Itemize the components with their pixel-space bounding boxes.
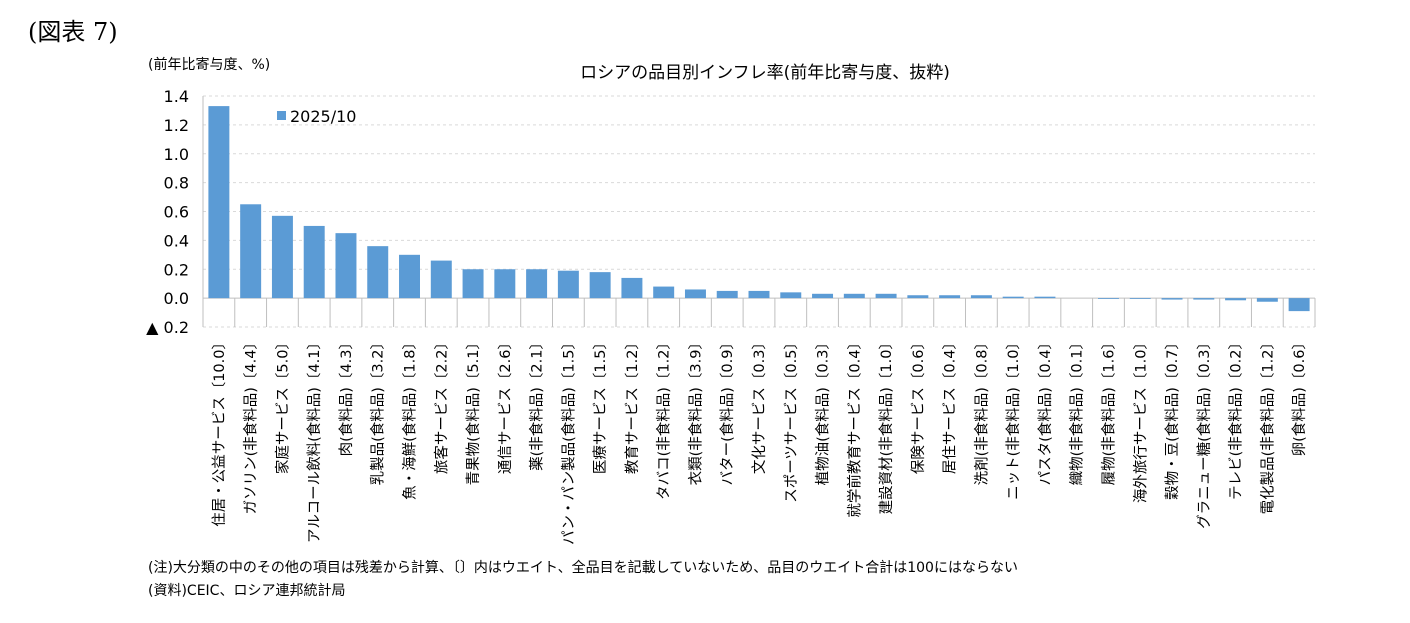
- y-tick-label: 0.0: [164, 289, 189, 308]
- bar: [621, 277, 643, 299]
- y-tick-label: ▲ 0.2: [146, 318, 189, 337]
- x-tick-label: バター(食料品)〔0.9〕: [719, 335, 736, 485]
- bar: [748, 290, 770, 299]
- y-tick-label: 1.0: [164, 145, 189, 164]
- x-tick-label: 薬(非食料品)〔2.1〕: [529, 335, 546, 471]
- bar: [335, 233, 357, 299]
- bar: [1193, 298, 1215, 300]
- x-tick-label: アルコール飲料(食料品)〔4.1〕: [306, 335, 323, 543]
- y-tick-label: 0.6: [164, 203, 189, 222]
- source-note: (資料)CEIC、ロシア連邦統計局: [148, 583, 346, 599]
- bar: [812, 293, 834, 299]
- x-tick-label: 住居・公益サービス〔10.0〕: [211, 335, 228, 527]
- legend-swatch: [277, 111, 286, 120]
- bar: [589, 272, 611, 299]
- legend-label: 2025/10: [290, 107, 356, 126]
- x-tick-label: 電化製品(非食料品)〔1.2〕: [1259, 335, 1276, 514]
- bar: [208, 106, 230, 299]
- x-tick-label: 肉(食料品)〔4.3〕: [338, 335, 355, 456]
- x-tick-label: 青果物(食料品)〔5.1〕: [465, 335, 482, 485]
- x-tick-label: 保険サービス〔0.6〕: [910, 335, 927, 474]
- bar: [526, 269, 548, 299]
- grid-lines: [203, 95, 1315, 328]
- x-tick-label: テレビ(非食料品)〔0.2〕: [1228, 335, 1245, 500]
- footnote: (注)大分類の中のその他の項目は残差から計算、〔〕内はウエイト、全品目を記載して…: [148, 560, 1018, 576]
- bar: [1288, 298, 1310, 312]
- x-tick-label: 植物油(食料品)〔0.3〕: [815, 335, 832, 485]
- x-tick-label: パスタ(食料品)〔0.4〕: [1037, 335, 1054, 485]
- bar: [303, 225, 325, 299]
- bar: [240, 204, 262, 299]
- bar: [494, 269, 516, 299]
- x-tick-label: 通信サービス〔2.6〕: [497, 335, 514, 474]
- x-tick-label: 衣類(非食料品)〔3.9〕: [687, 335, 704, 485]
- bar: [367, 246, 389, 299]
- y-tick-label: 1.2: [164, 116, 189, 135]
- bar: [271, 215, 293, 299]
- y-tick-label: 0.2: [164, 260, 189, 279]
- x-tick-label: 織物(非食料品)〔0.1〕: [1069, 335, 1086, 485]
- bar: [462, 269, 484, 299]
- x-tick-label: 穀物・豆(食料品)〔0.7〕: [1164, 335, 1181, 500]
- x-tick-label: 海外旅行サービス〔1.0〕: [1132, 335, 1149, 503]
- bar: [875, 293, 897, 299]
- bar: [780, 292, 802, 299]
- x-tick-label: グラニュー糖(食料品)〔0.3〕: [1196, 335, 1213, 529]
- x-tick-label: 教育サービス〔1.2〕: [624, 335, 641, 474]
- legend: 2025/10: [277, 107, 356, 126]
- bar: [1002, 296, 1024, 299]
- axes: [202, 96, 1316, 327]
- bar: [1256, 298, 1278, 302]
- bar: [716, 290, 738, 299]
- bar: [970, 295, 992, 299]
- x-tick-label: 家庭サービス〔5.0〕: [274, 335, 291, 474]
- y-tick-labels: ▲ 0.2 0.0 0.2 0.4 0.6 0.8 1.0 1.2 1.4: [146, 87, 189, 337]
- y-axis-unit-label: (前年比寄与度、%): [148, 57, 271, 73]
- bar: [430, 260, 452, 299]
- x-tick-label: 就学前教育サービス〔0.4〕: [846, 335, 863, 518]
- bar: [1034, 296, 1056, 299]
- y-tick-label: 1.4: [164, 87, 189, 106]
- bar: [1161, 298, 1183, 300]
- x-tick-label: 居住サービス〔0.4〕: [942, 335, 959, 474]
- x-tick-label: 洗剤(非食料品)〔0.8〕: [973, 335, 990, 485]
- bar: [1225, 298, 1247, 301]
- x-tick-label: スポーツサービス〔0.5〕: [783, 335, 800, 503]
- bar: [399, 254, 420, 299]
- bar: [684, 289, 706, 299]
- figure-label: (図表 7): [28, 18, 118, 46]
- bar: [1098, 298, 1119, 299]
- x-tick-label: 魚・海鮮(食料品)〔1.8〕: [402, 335, 419, 500]
- x-tick-label: ニット(非食料品)〔1.0〕: [1005, 335, 1022, 500]
- x-tick-label: 建設資材(非食料品)〔1.0〕: [878, 335, 895, 514]
- x-tick-label: 旅客サービス〔2.2〕: [433, 335, 450, 474]
- bar: [1129, 298, 1151, 299]
- y-tick-label: 0.8: [164, 174, 189, 193]
- bar: [653, 286, 675, 299]
- x-tick-label: パン・パン製品(食料品)〔1.5〕: [560, 335, 577, 545]
- bar: [843, 293, 865, 299]
- x-tick-label: 医療サービス〔1.5〕: [592, 335, 609, 474]
- x-tick-label: 卵(食料品)〔0.6〕: [1291, 335, 1308, 456]
- x-tick-label: ガソリン(非食料品)〔4.4〕: [243, 335, 260, 514]
- x-tick-label: 乳製品(食料品)〔3.2〕: [370, 335, 387, 485]
- bars: [208, 106, 1310, 312]
- bar: [939, 295, 961, 299]
- x-tick-labels: 住居・公益サービス〔10.0〕 ガソリン(非食料品)〔4.4〕 家庭サービス〔5.0…: [211, 335, 1308, 545]
- x-tick-label: タバコ(非食料品)〔1.2〕: [656, 335, 673, 500]
- x-tick-label: 文化サービス〔0.3〕: [751, 335, 768, 474]
- bar: [557, 270, 579, 299]
- x-tick-label: 履物(非食料品)〔1.6〕: [1100, 335, 1117, 485]
- chart-title: ロシアの品目別インフレ率(前年比寄与度、抜粋): [580, 63, 950, 83]
- y-tick-label: 0.4: [164, 231, 189, 250]
- bar: [907, 295, 929, 299]
